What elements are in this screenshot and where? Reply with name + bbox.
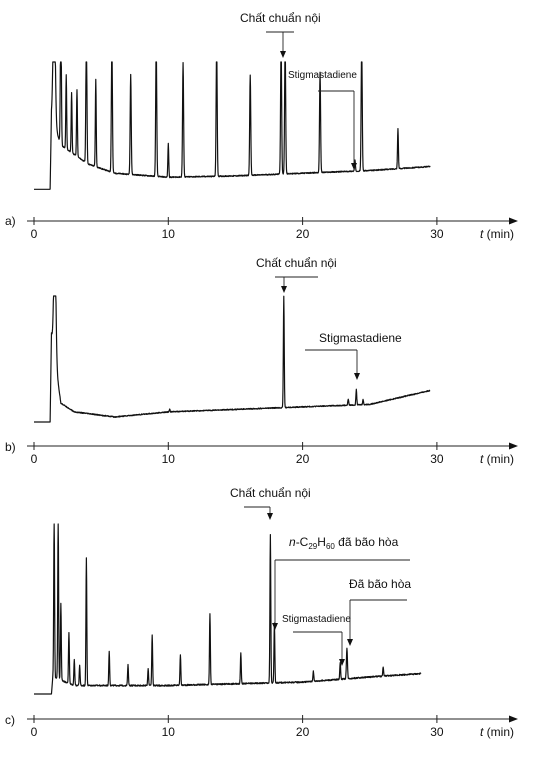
annotation-arrowhead <box>339 659 345 666</box>
annotation-label: Đã bão hòa <box>349 577 411 591</box>
x-axis-title: t (min) <box>480 452 514 466</box>
annotation-arrowhead <box>354 373 360 380</box>
x-axis-arrow <box>509 217 518 225</box>
panel-label: a) <box>5 214 16 228</box>
x-axis-arrow <box>509 442 518 450</box>
annotation-label: Chất chuẩn nội <box>230 486 311 500</box>
chromatogram-trace <box>33 523 422 695</box>
x-tick-label: 10 <box>162 725 176 739</box>
x-tick-label: 10 <box>162 452 176 466</box>
panel-b: 0 10 20 30 t (min) b) Chất chuẩn nội Stigmastad… <box>5 256 518 466</box>
x-tick-label: 0 <box>31 452 38 466</box>
x-tick-label: 10 <box>162 227 176 241</box>
panel-label: c) <box>5 713 15 727</box>
x-tick-label: 30 <box>430 725 444 739</box>
x-tick-label: 0 <box>31 725 38 739</box>
x-tick-label: 20 <box>296 227 310 241</box>
x-tick-label: 20 <box>296 452 310 466</box>
annotation-arrowhead <box>272 623 278 630</box>
x-axis-arrow <box>509 715 518 723</box>
annotation-label: n-C29H60 đã bão hòa <box>289 535 399 551</box>
x-tick-label: 30 <box>430 227 444 241</box>
annotation-label: Chất chuẩn nội <box>240 11 321 25</box>
panel-c: 0 10 20 30 t (min) c) Chất chuẩn nội n-C29H60 đ… <box>5 486 518 739</box>
panel-a: 0 10 20 30 t (min) a) Chất chuẩn nội Stigmastad… <box>5 11 518 241</box>
annotation-label: Stigmastadiene <box>319 331 402 345</box>
x-tick-label: 20 <box>296 725 310 739</box>
annotation-label: Stigmastadiene <box>282 614 351 625</box>
panel-label: b) <box>5 440 16 454</box>
x-axis-title: t (min) <box>480 227 514 241</box>
annotation-label: Stigmastadiene <box>288 70 357 81</box>
x-tick-label: 0 <box>31 227 38 241</box>
annotation-arrowhead <box>280 51 286 58</box>
annotation-label: Chất chuẩn nội <box>256 256 337 270</box>
chromatogram-trace <box>33 61 431 190</box>
x-axis-title: t (min) <box>480 725 514 739</box>
x-tick-label: 30 <box>430 452 444 466</box>
annotation-arrowhead <box>347 639 353 646</box>
annotation-arrowhead <box>281 286 287 293</box>
annotation-arrowhead <box>351 163 357 170</box>
annotation-arrowhead <box>267 513 273 520</box>
chromatogram-trace <box>33 295 431 423</box>
